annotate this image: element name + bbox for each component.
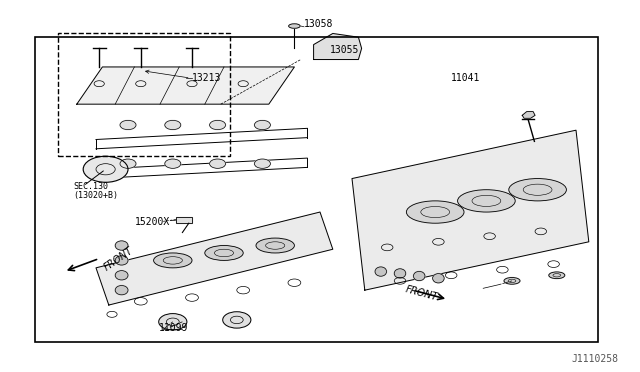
Text: (13020+B): (13020+B) [74,191,118,200]
Bar [176,217,192,223]
Text: J1110258: J1110258 [572,354,619,364]
Ellipse shape [120,159,136,168]
Ellipse shape [548,272,564,279]
Ellipse shape [254,159,270,168]
Ellipse shape [458,190,515,212]
Ellipse shape [504,278,520,284]
Text: 13055: 13055 [330,45,359,55]
Ellipse shape [165,159,181,168]
Ellipse shape [115,271,128,280]
Polygon shape [522,112,535,118]
Ellipse shape [375,267,387,276]
Ellipse shape [115,241,128,250]
Ellipse shape [256,238,294,253]
Ellipse shape [433,274,444,283]
Polygon shape [314,33,362,60]
Circle shape [223,312,251,328]
Ellipse shape [406,201,464,223]
Circle shape [83,156,128,182]
Ellipse shape [120,121,136,130]
Ellipse shape [154,253,192,268]
Ellipse shape [210,159,226,168]
Ellipse shape [509,179,566,201]
Text: FRONT: FRONT [102,245,136,272]
Polygon shape [77,67,294,104]
Text: 15200X: 15200X [134,217,170,227]
Polygon shape [352,130,589,290]
Text: SEC.130: SEC.130 [74,182,109,190]
Text: 11099: 11099 [159,323,188,333]
Ellipse shape [254,121,270,130]
Ellipse shape [413,272,425,281]
Polygon shape [96,212,333,305]
Bar [58,33,230,156]
Ellipse shape [115,286,128,295]
Ellipse shape [165,121,181,130]
Circle shape [159,314,187,330]
Bar [176,217,192,223]
Ellipse shape [394,269,406,278]
Text: 13058: 13058 [304,19,333,29]
Ellipse shape [289,24,300,28]
Bar [35,37,598,342]
Text: FRONT: FRONT [404,285,439,303]
Text: 13213: 13213 [192,73,221,83]
Ellipse shape [210,121,226,130]
Text: 11041: 11041 [451,73,481,83]
Ellipse shape [205,246,243,260]
Ellipse shape [115,256,128,265]
